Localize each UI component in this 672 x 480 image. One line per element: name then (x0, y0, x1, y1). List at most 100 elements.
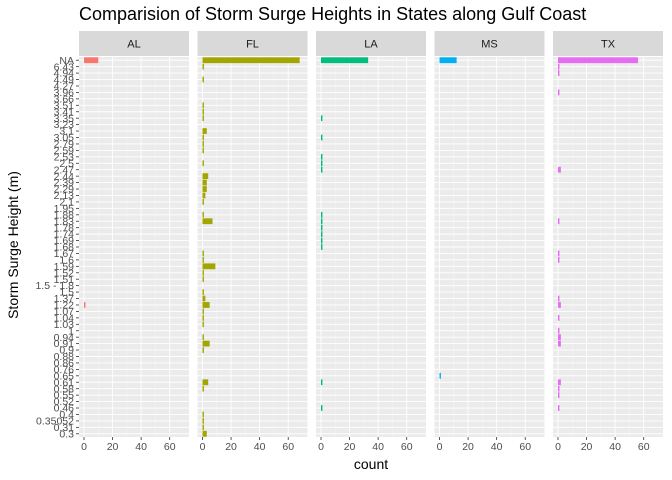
bar (202, 418, 204, 424)
y-tick-label: 3.66 (54, 93, 75, 105)
bar (202, 276, 204, 283)
x-tick-label: 0 (81, 441, 87, 453)
bar (558, 405, 560, 411)
x-tick-label: 20 (462, 441, 474, 453)
y-tick-label: 1.5 - 1.8 (35, 280, 74, 292)
y-tick-label: 3.05 (54, 132, 75, 144)
x-axis-title: count (354, 456, 388, 472)
y-tick-label: 1.69 (54, 235, 75, 247)
bar (558, 70, 560, 76)
bar (202, 385, 204, 392)
bar (202, 289, 204, 295)
bar (321, 211, 323, 218)
y-tick-label: 1.6 (59, 254, 74, 266)
bar (202, 173, 209, 180)
bar (558, 295, 560, 302)
x-tick-label: 60 (519, 441, 531, 453)
x-tick-label: 40 (372, 441, 384, 453)
y-tick-label: 1.5 (59, 287, 74, 299)
bar (202, 57, 300, 64)
y-tick-label: 3.35 (54, 113, 75, 125)
y-tick-label: 4.94 (54, 68, 75, 80)
bar (321, 379, 323, 386)
y-tick-label: 3.96 (54, 87, 75, 99)
strip-background (79, 31, 189, 56)
bar (558, 218, 560, 225)
y-tick-label: 0.52 (54, 396, 75, 408)
y-axis-title: Storm Surge Height (m) (5, 171, 21, 319)
bar (84, 302, 86, 308)
bar (202, 211, 204, 218)
bar (202, 63, 204, 70)
y-tick-label: 0.94 (54, 332, 75, 344)
strip-label: LA (364, 39, 378, 51)
strip-label: TX (601, 39, 616, 51)
x-tick-label: 20 (107, 441, 119, 453)
y-tick-label: 1.67 (54, 248, 75, 260)
x-tick-label: 20 (225, 441, 237, 453)
y-tick-label: 0.76 (54, 364, 75, 376)
bar (202, 295, 206, 302)
bar (202, 347, 204, 353)
x-tick-label: 0 (318, 441, 324, 453)
strip-background (553, 31, 663, 56)
bar (202, 340, 210, 347)
strip-label: FL (246, 39, 259, 51)
bar (202, 179, 207, 186)
panel-ms: MS 0 20 40 60 (434, 31, 545, 453)
bar (321, 57, 369, 64)
bar (202, 199, 204, 205)
bar (202, 192, 206, 199)
bar (321, 224, 323, 231)
bar (321, 160, 323, 167)
y-tick-label: 4.49 (54, 74, 75, 86)
bar (558, 379, 561, 386)
bar (202, 379, 209, 386)
y-tick-label: 6.43 (54, 61, 75, 73)
bar (202, 128, 207, 134)
y-tick-label: 3.51 (54, 100, 75, 112)
bar (202, 141, 204, 147)
bar (202, 186, 207, 192)
y-axis: 0.30.310.350520.40.460.520.550.580.610.6… (35, 55, 79, 440)
bar (558, 256, 560, 263)
bar (202, 256, 204, 263)
bar (558, 302, 561, 308)
bar (558, 57, 638, 64)
y-tick-label: 1.95 (54, 203, 75, 215)
y-tick-label: 3.41 (54, 106, 75, 118)
y-tick-label: 0.31 (54, 422, 75, 434)
strip-background (316, 31, 426, 56)
bar (321, 115, 323, 122)
y-tick-label: 0.86 (54, 358, 75, 370)
bar (202, 147, 204, 154)
y-tick-label: 1.37 (54, 293, 75, 305)
bar (321, 237, 323, 244)
y-tick-label: 2.47 (54, 164, 75, 176)
bar (558, 334, 561, 341)
y-tick-label: 1.22 (54, 300, 75, 312)
x-tick-label: 40 (254, 441, 266, 453)
x-tick-label: 0 (437, 441, 443, 453)
y-tick-label: 0.4 (59, 409, 74, 421)
bar (321, 134, 323, 141)
bar (558, 250, 560, 257)
panel-la: LA 0 20 40 60 (316, 31, 426, 453)
y-tick-label: 4.27 (54, 81, 75, 93)
y-tick-label: 3.1 (59, 126, 74, 138)
panel-tx: TX 0 20 40 60 (553, 31, 663, 453)
bar (202, 308, 204, 315)
x-tick-label: 20 (344, 441, 356, 453)
panel-fl: FL 0 20 40 60 (197, 31, 308, 453)
y-tick-label: 2.59 (54, 145, 75, 157)
bar (202, 250, 204, 257)
bar (202, 334, 204, 341)
y-tick-label: 1.88 (54, 209, 75, 221)
bar (321, 218, 323, 225)
y-tick-label: 2.1 (59, 197, 74, 209)
y-tick-label: 0.55 (54, 390, 75, 402)
y-tick-label: 0.61 (54, 377, 75, 389)
bar (558, 63, 560, 70)
y-tick-label: 0.46 (54, 403, 75, 415)
